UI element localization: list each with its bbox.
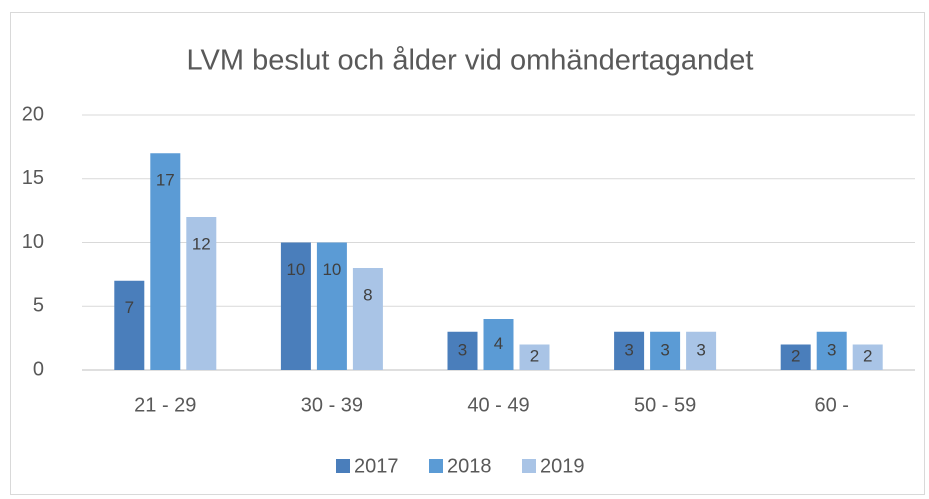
y-tick-label: 0	[33, 358, 44, 380]
value-label: 3	[827, 340, 836, 359]
legend-swatch	[522, 459, 536, 473]
bar	[650, 331, 681, 370]
x-tick-label: 50 - 59	[634, 394, 696, 416]
bar	[280, 242, 311, 370]
bar	[114, 280, 145, 370]
x-tick-label: 40 - 49	[467, 394, 529, 416]
bar	[447, 331, 478, 370]
bar	[780, 344, 811, 370]
value-label: 2	[530, 347, 539, 366]
bar	[816, 331, 847, 370]
y-tick-label: 10	[22, 231, 44, 253]
x-tick-label: 21 - 29	[134, 394, 196, 416]
bar	[352, 268, 383, 370]
bar	[852, 344, 883, 370]
value-label: 4	[494, 334, 503, 353]
value-label: 7	[125, 298, 134, 317]
value-label: 12	[192, 234, 211, 253]
bar	[483, 319, 514, 370]
x-tick-label: 30 - 39	[301, 394, 363, 416]
chart-title: LVM beslut och ålder vid omhändertagande…	[187, 45, 754, 77]
value-label: 3	[458, 340, 467, 359]
legend-label: 2017	[354, 455, 399, 477]
bar	[614, 331, 645, 370]
value-label: 3	[696, 340, 705, 359]
legend-label: 2018	[447, 455, 492, 477]
value-label: 17	[156, 171, 175, 190]
bar	[186, 217, 217, 370]
legend-swatch	[429, 459, 443, 473]
value-label: 3	[660, 340, 669, 359]
chart-frame	[10, 12, 925, 495]
value-label: 2	[863, 347, 872, 366]
value-label: 10	[322, 260, 341, 279]
value-label: 3	[624, 340, 633, 359]
bar	[686, 331, 717, 370]
bar	[150, 153, 181, 370]
legend-swatch	[336, 459, 350, 473]
y-tick-label: 15	[22, 167, 44, 189]
y-tick-label: 5	[33, 295, 44, 317]
value-label: 2	[791, 347, 800, 366]
bar	[519, 344, 550, 370]
bar	[316, 242, 347, 370]
value-label: 10	[286, 260, 305, 279]
y-tick-label: 20	[22, 103, 44, 125]
x-tick-label: 60 -	[814, 394, 848, 416]
legend-label: 2019	[540, 455, 585, 477]
value-label: 8	[363, 285, 372, 304]
